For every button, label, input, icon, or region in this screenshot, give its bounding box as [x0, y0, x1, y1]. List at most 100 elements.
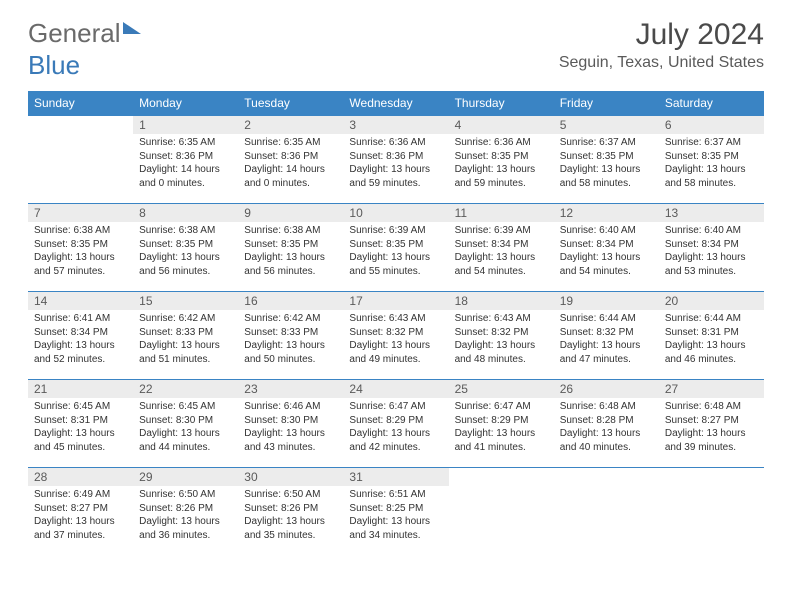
sunrise-text: Sunrise: 6:40 AM	[665, 224, 758, 238]
sunrise-text: Sunrise: 6:42 AM	[139, 312, 232, 326]
calendar-day-cell: 5Sunrise: 6:37 AMSunset: 8:35 PMDaylight…	[554, 116, 659, 204]
sunset-text: Sunset: 8:27 PM	[665, 414, 758, 428]
day-number: 2	[238, 116, 343, 134]
day-content: Sunrise: 6:40 AMSunset: 8:34 PMDaylight:…	[659, 222, 764, 282]
day-content: Sunrise: 6:38 AMSunset: 8:35 PMDaylight:…	[238, 222, 343, 282]
calendar-day-cell: 28Sunrise: 6:49 AMSunset: 8:27 PMDayligh…	[28, 468, 133, 556]
sunset-text: Sunset: 8:35 PM	[349, 238, 442, 252]
day-content: Sunrise: 6:39 AMSunset: 8:34 PMDaylight:…	[449, 222, 554, 282]
calendar-day-cell: 1Sunrise: 6:35 AMSunset: 8:36 PMDaylight…	[133, 116, 238, 204]
sunrise-text: Sunrise: 6:42 AM	[244, 312, 337, 326]
daylight-text: Daylight: 14 hours and 0 minutes.	[139, 163, 232, 190]
day-number: 30	[238, 468, 343, 486]
daylight-text: Daylight: 14 hours and 0 minutes.	[244, 163, 337, 190]
location-subtitle: Seguin, Texas, United States	[559, 54, 764, 72]
day-number: 19	[554, 292, 659, 310]
day-content: Sunrise: 6:38 AMSunset: 8:35 PMDaylight:…	[28, 222, 133, 282]
weekday-header: Saturday	[659, 91, 764, 116]
calendar-day-cell: 20Sunrise: 6:44 AMSunset: 8:31 PMDayligh…	[659, 292, 764, 380]
daylight-text: Daylight: 13 hours and 41 minutes.	[455, 427, 548, 454]
sunrise-text: Sunrise: 6:40 AM	[560, 224, 653, 238]
sunrise-text: Sunrise: 6:45 AM	[139, 400, 232, 414]
calendar-table: Sunday Monday Tuesday Wednesday Thursday…	[28, 91, 764, 556]
sunset-text: Sunset: 8:29 PM	[349, 414, 442, 428]
sunset-text: Sunset: 8:25 PM	[349, 502, 442, 516]
calendar-week-row: 28Sunrise: 6:49 AMSunset: 8:27 PMDayligh…	[28, 468, 764, 556]
sunrise-text: Sunrise: 6:43 AM	[349, 312, 442, 326]
calendar-day-cell: 12Sunrise: 6:40 AMSunset: 8:34 PMDayligh…	[554, 204, 659, 292]
sunrise-text: Sunrise: 6:38 AM	[34, 224, 127, 238]
day-content: Sunrise: 6:39 AMSunset: 8:35 PMDaylight:…	[343, 222, 448, 282]
sunrise-text: Sunrise: 6:44 AM	[665, 312, 758, 326]
daylight-text: Daylight: 13 hours and 50 minutes.	[244, 339, 337, 366]
daylight-text: Daylight: 13 hours and 37 minutes.	[34, 515, 127, 542]
sunset-text: Sunset: 8:35 PM	[665, 150, 758, 164]
daylight-text: Daylight: 13 hours and 36 minutes.	[139, 515, 232, 542]
day-content: Sunrise: 6:43 AMSunset: 8:32 PMDaylight:…	[449, 310, 554, 370]
daylight-text: Daylight: 13 hours and 42 minutes.	[349, 427, 442, 454]
daylight-text: Daylight: 13 hours and 54 minutes.	[560, 251, 653, 278]
sunrise-text: Sunrise: 6:44 AM	[560, 312, 653, 326]
day-number: 18	[449, 292, 554, 310]
day-number: 14	[28, 292, 133, 310]
sunrise-text: Sunrise: 6:39 AM	[349, 224, 442, 238]
daylight-text: Daylight: 13 hours and 46 minutes.	[665, 339, 758, 366]
sunrise-text: Sunrise: 6:35 AM	[139, 136, 232, 150]
sunset-text: Sunset: 8:34 PM	[560, 238, 653, 252]
day-content: Sunrise: 6:45 AMSunset: 8:31 PMDaylight:…	[28, 398, 133, 458]
sunset-text: Sunset: 8:33 PM	[244, 326, 337, 340]
day-content: Sunrise: 6:38 AMSunset: 8:35 PMDaylight:…	[133, 222, 238, 282]
calendar-day-cell	[554, 468, 659, 556]
calendar-body: 1Sunrise: 6:35 AMSunset: 8:36 PMDaylight…	[28, 116, 764, 556]
day-content: Sunrise: 6:42 AMSunset: 8:33 PMDaylight:…	[133, 310, 238, 370]
day-content: Sunrise: 6:37 AMSunset: 8:35 PMDaylight:…	[659, 134, 764, 194]
day-content: Sunrise: 6:42 AMSunset: 8:33 PMDaylight:…	[238, 310, 343, 370]
day-content: Sunrise: 6:48 AMSunset: 8:28 PMDaylight:…	[554, 398, 659, 458]
day-content: Sunrise: 6:43 AMSunset: 8:32 PMDaylight:…	[343, 310, 448, 370]
calendar-day-cell: 27Sunrise: 6:48 AMSunset: 8:27 PMDayligh…	[659, 380, 764, 468]
sunset-text: Sunset: 8:30 PM	[139, 414, 232, 428]
sunset-text: Sunset: 8:35 PM	[455, 150, 548, 164]
title-block: July 2024 Seguin, Texas, United States	[559, 18, 764, 72]
day-content: Sunrise: 6:47 AMSunset: 8:29 PMDaylight:…	[449, 398, 554, 458]
sunrise-text: Sunrise: 6:38 AM	[244, 224, 337, 238]
sunrise-text: Sunrise: 6:47 AM	[349, 400, 442, 414]
calendar-week-row: 14Sunrise: 6:41 AMSunset: 8:34 PMDayligh…	[28, 292, 764, 380]
day-number: 29	[133, 468, 238, 486]
daylight-text: Daylight: 13 hours and 57 minutes.	[34, 251, 127, 278]
day-content: Sunrise: 6:45 AMSunset: 8:30 PMDaylight:…	[133, 398, 238, 458]
daylight-text: Daylight: 13 hours and 52 minutes.	[34, 339, 127, 366]
day-number: 9	[238, 204, 343, 222]
calendar-day-cell: 31Sunrise: 6:51 AMSunset: 8:25 PMDayligh…	[343, 468, 448, 556]
day-number: 4	[449, 116, 554, 134]
calendar-day-cell: 16Sunrise: 6:42 AMSunset: 8:33 PMDayligh…	[238, 292, 343, 380]
day-content: Sunrise: 6:44 AMSunset: 8:32 PMDaylight:…	[554, 310, 659, 370]
sunrise-text: Sunrise: 6:38 AM	[139, 224, 232, 238]
calendar-day-cell: 29Sunrise: 6:50 AMSunset: 8:26 PMDayligh…	[133, 468, 238, 556]
daylight-text: Daylight: 13 hours and 56 minutes.	[139, 251, 232, 278]
day-number: 16	[238, 292, 343, 310]
daylight-text: Daylight: 13 hours and 55 minutes.	[349, 251, 442, 278]
day-number: 20	[659, 292, 764, 310]
logo-text-blue: Blue	[28, 50, 80, 81]
daylight-text: Daylight: 13 hours and 43 minutes.	[244, 427, 337, 454]
daylight-text: Daylight: 13 hours and 35 minutes.	[244, 515, 337, 542]
day-content: Sunrise: 6:35 AMSunset: 8:36 PMDaylight:…	[133, 134, 238, 194]
sunrise-text: Sunrise: 6:48 AM	[560, 400, 653, 414]
day-number: 1	[133, 116, 238, 134]
weekday-header: Tuesday	[238, 91, 343, 116]
sunset-text: Sunset: 8:32 PM	[349, 326, 442, 340]
logo: General	[28, 18, 141, 49]
day-content: Sunrise: 6:44 AMSunset: 8:31 PMDaylight:…	[659, 310, 764, 370]
calendar-day-cell: 19Sunrise: 6:44 AMSunset: 8:32 PMDayligh…	[554, 292, 659, 380]
sunrise-text: Sunrise: 6:36 AM	[349, 136, 442, 150]
daylight-text: Daylight: 13 hours and 49 minutes.	[349, 339, 442, 366]
month-year-title: July 2024	[559, 18, 764, 52]
daylight-text: Daylight: 13 hours and 51 minutes.	[139, 339, 232, 366]
sunset-text: Sunset: 8:33 PM	[139, 326, 232, 340]
day-number: 11	[449, 204, 554, 222]
sunset-text: Sunset: 8:28 PM	[560, 414, 653, 428]
calendar-day-cell: 3Sunrise: 6:36 AMSunset: 8:36 PMDaylight…	[343, 116, 448, 204]
day-number: 17	[343, 292, 448, 310]
daylight-text: Daylight: 13 hours and 44 minutes.	[139, 427, 232, 454]
